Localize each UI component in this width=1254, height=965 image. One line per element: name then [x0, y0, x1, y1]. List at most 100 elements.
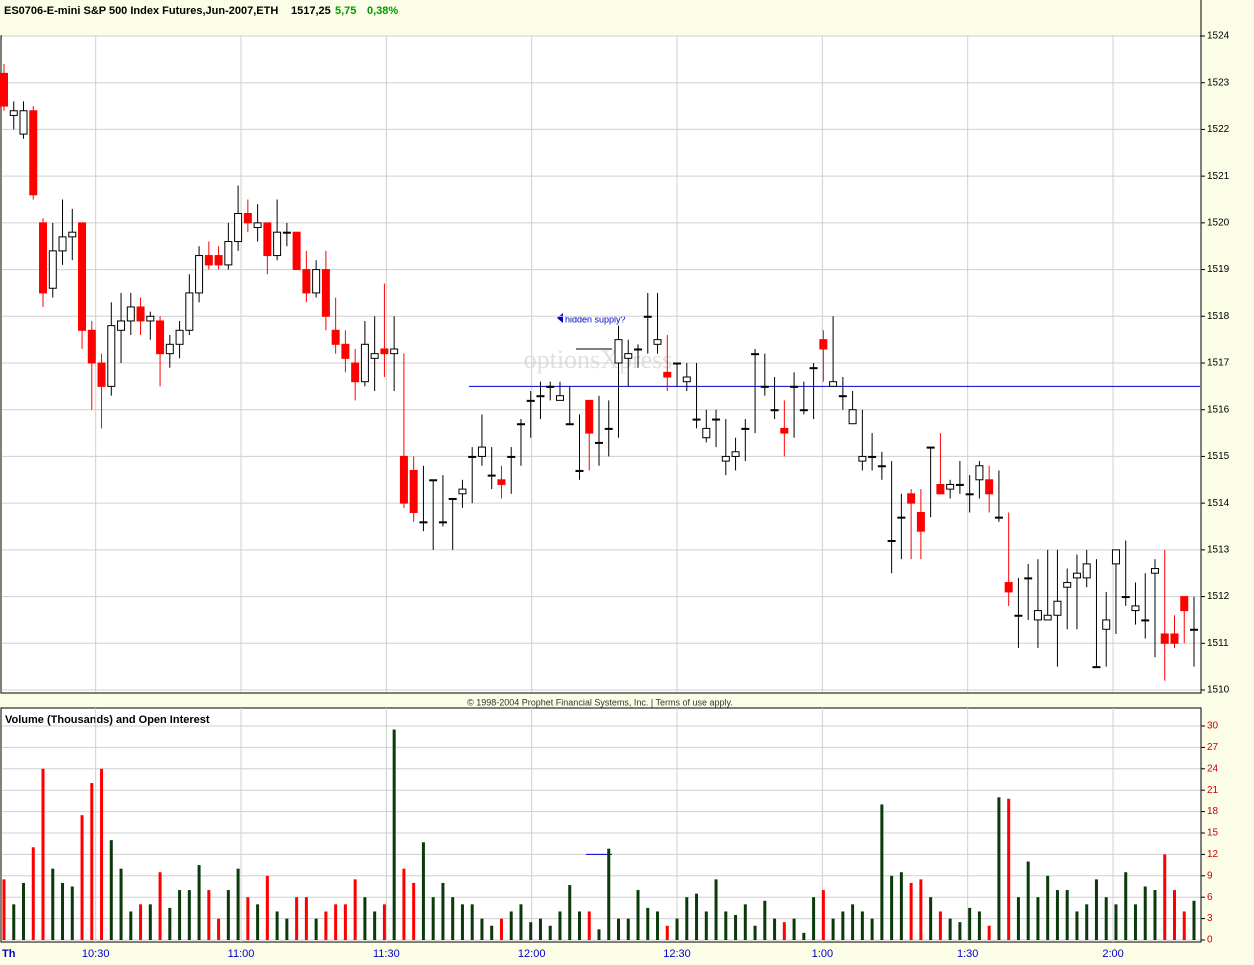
candle-body	[78, 222, 87, 331]
volume-bar	[460, 904, 464, 940]
volume-bar	[382, 904, 386, 940]
volume-bar	[343, 904, 347, 940]
volume-bar	[938, 911, 942, 940]
candle-body	[507, 455, 516, 458]
candle-body	[1092, 666, 1101, 669]
candle-body	[370, 353, 379, 359]
volume-bar	[1026, 861, 1030, 940]
candle-body	[1033, 610, 1042, 621]
candle-body	[185, 292, 194, 331]
volume-bar	[1016, 897, 1020, 940]
candle-body	[107, 325, 116, 387]
volume-bar	[860, 911, 864, 940]
volume-bar	[636, 890, 640, 940]
volume-bar	[1124, 872, 1128, 940]
volume-bar	[851, 904, 855, 940]
volume-bar	[568, 885, 572, 940]
volume-bar	[734, 915, 738, 940]
volume-bar	[519, 904, 523, 940]
x-tick-label: 11:00	[228, 948, 255, 960]
price-panel	[0, 35, 1202, 694]
volume-bar	[246, 897, 250, 940]
volume-bar	[392, 729, 396, 940]
candle-body	[741, 427, 750, 430]
annotation: hidden supply?	[565, 314, 626, 324]
candle-body	[468, 455, 477, 458]
candle-body	[965, 493, 974, 496]
volume-bar	[197, 865, 201, 940]
volume-bar	[665, 925, 669, 940]
y-tick-label: 6	[1207, 892, 1213, 903]
y-tick-label: 30	[1207, 721, 1219, 732]
candle-body	[48, 250, 57, 289]
candle-body	[546, 385, 555, 388]
candle-body	[1014, 614, 1023, 617]
y-tick-label: 1511	[1207, 638, 1229, 649]
candle-body	[360, 343, 369, 383]
y-tick-label: 1524	[1207, 31, 1230, 42]
candle-body	[819, 339, 828, 350]
candle-body	[955, 483, 964, 486]
volume-bar	[899, 872, 903, 940]
volume-bar	[763, 900, 767, 940]
y-tick-label: 21	[1207, 785, 1219, 796]
volume-bar	[782, 922, 786, 940]
volume-bar	[256, 904, 260, 940]
volume-bar	[1094, 879, 1098, 940]
candle-body	[448, 497, 457, 500]
y-tick-label: 1512	[1207, 591, 1230, 602]
candle-body	[1121, 596, 1130, 599]
candle-body	[575, 469, 584, 472]
volume-bar	[1036, 897, 1040, 940]
volume-bar	[275, 911, 279, 940]
day-label: Th	[2, 948, 16, 960]
y-tick-label: 15	[1207, 828, 1219, 839]
candle-body	[634, 348, 643, 351]
y-tick-label: 1520	[1207, 217, 1230, 228]
candle-body	[136, 306, 145, 322]
y-tick-label: 1513	[1207, 544, 1230, 555]
volume-bar	[499, 918, 503, 940]
volume-bar	[1163, 854, 1167, 940]
candle-body	[292, 231, 301, 271]
candle-body	[282, 231, 291, 234]
volume-bar	[421, 842, 425, 940]
volume-bar	[129, 911, 133, 940]
volume-bar	[1104, 897, 1108, 940]
y-tick-label: 24	[1207, 763, 1219, 774]
candle-body	[409, 469, 418, 513]
y-tick-label: 1518	[1207, 311, 1230, 322]
volume-bar	[22, 882, 26, 940]
candle-body	[702, 427, 711, 439]
volume-bar	[1085, 904, 1089, 940]
candle-body	[263, 222, 272, 257]
candle-body	[341, 343, 350, 359]
x-tick-label: 1:00	[812, 948, 833, 960]
candle-body	[565, 423, 574, 426]
volume-bar	[968, 907, 972, 940]
volume-bar	[509, 911, 513, 940]
volume-bar	[987, 925, 991, 940]
volume-bar	[1065, 890, 1069, 940]
candle-body	[224, 241, 233, 266]
candle-body	[848, 409, 857, 425]
volume-bar	[997, 797, 1001, 940]
candle-body	[438, 521, 447, 524]
candle-body	[1102, 619, 1111, 630]
volume-bar	[314, 918, 318, 940]
candle-body	[907, 493, 916, 504]
annotation-arrow	[557, 313, 563, 323]
candle-body	[624, 353, 633, 359]
candle-body	[536, 395, 545, 398]
volume-bar	[304, 897, 308, 940]
candle-body	[390, 348, 399, 355]
candle-body	[0, 72, 8, 107]
y-tick-label: 1515	[1207, 451, 1230, 462]
y-tick-label: 1519	[1207, 264, 1230, 275]
volume-bar	[226, 890, 230, 940]
volume-bar	[1192, 900, 1196, 940]
volume-bar	[538, 918, 542, 940]
candle-body	[1063, 582, 1072, 588]
candle-body	[58, 236, 67, 252]
